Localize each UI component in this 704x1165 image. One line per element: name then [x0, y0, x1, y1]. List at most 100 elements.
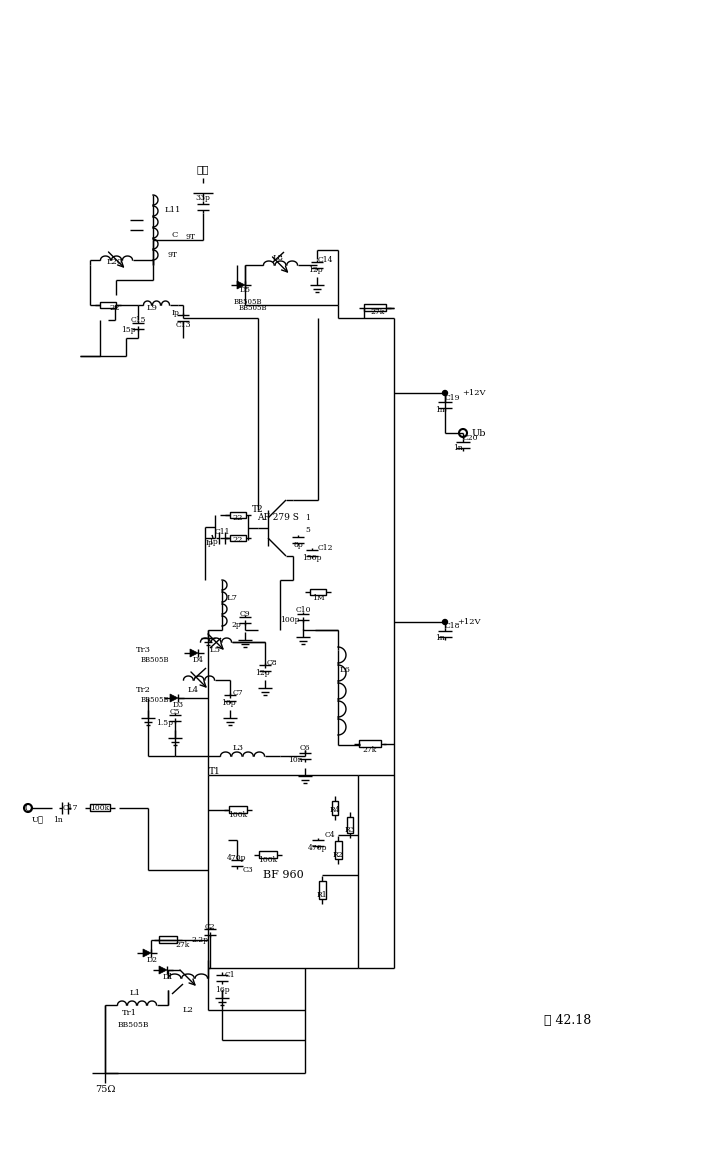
Text: C13: C13: [175, 322, 191, 329]
Text: C15: C15: [130, 316, 146, 324]
Text: D3: D3: [172, 701, 184, 709]
Text: C20: C20: [463, 435, 478, 442]
Bar: [90, 804, 110, 811]
Text: 5: 5: [306, 527, 310, 534]
Polygon shape: [237, 281, 245, 289]
Text: 中频: 中频: [196, 165, 209, 175]
Polygon shape: [170, 694, 178, 702]
Text: 33p: 33p: [196, 195, 210, 202]
Text: 1.5p: 1.5p: [156, 719, 173, 727]
Text: 2p: 2p: [231, 621, 241, 629]
Text: 12p: 12p: [255, 669, 270, 677]
Text: C3: C3: [243, 866, 253, 874]
Text: Ip: Ip: [172, 309, 180, 317]
Text: D1: D1: [163, 973, 173, 981]
Text: D2: D2: [146, 956, 158, 963]
Polygon shape: [143, 949, 151, 956]
Text: 16p: 16p: [215, 986, 230, 994]
Text: 9T: 9T: [185, 233, 195, 241]
Text: 470p: 470p: [227, 854, 246, 862]
Text: C18: C18: [444, 622, 460, 630]
Text: 27k: 27k: [175, 941, 189, 949]
Bar: [230, 535, 246, 541]
Circle shape: [443, 390, 448, 395]
Text: BB505B: BB505B: [239, 304, 268, 312]
Text: 100k: 100k: [258, 856, 277, 864]
Text: C7: C7: [233, 689, 244, 697]
Text: C12: C12: [318, 544, 333, 552]
Bar: [335, 841, 342, 859]
Text: C5: C5: [170, 708, 180, 716]
Text: 12p: 12p: [308, 266, 322, 274]
Text: Q: Q: [25, 804, 32, 812]
Text: R4: R4: [329, 806, 340, 814]
Text: 1n: 1n: [53, 816, 63, 824]
Text: L4: L4: [187, 686, 199, 694]
Text: L7: L7: [227, 594, 237, 602]
Text: C1: C1: [225, 970, 235, 979]
Text: 1p: 1p: [208, 538, 218, 546]
Text: D4: D4: [192, 656, 203, 664]
Text: T2: T2: [252, 506, 264, 515]
Text: L8: L8: [272, 254, 284, 262]
Text: L1: L1: [130, 989, 141, 997]
Text: C19: C19: [444, 394, 460, 402]
Text: 22: 22: [110, 304, 120, 312]
Text: +12V: +12V: [462, 389, 486, 397]
Circle shape: [443, 620, 448, 624]
Text: 27k: 27k: [363, 746, 377, 754]
Text: 1n: 1n: [435, 634, 445, 642]
Bar: [359, 740, 381, 747]
Text: Tr2: Tr2: [136, 686, 151, 694]
Text: BB505B: BB505B: [141, 656, 169, 664]
Text: 100p: 100p: [280, 616, 300, 624]
Bar: [100, 302, 116, 308]
Text: 16p: 16p: [220, 699, 235, 707]
Text: U调: U调: [32, 816, 44, 824]
Text: C: C: [172, 231, 178, 239]
Text: C2: C2: [205, 923, 215, 931]
Text: 150p: 150p: [302, 555, 322, 562]
Bar: [347, 817, 353, 833]
Text: L6: L6: [339, 666, 351, 675]
Text: 100k: 100k: [90, 804, 110, 812]
Text: C11: C11: [214, 528, 230, 536]
Text: C17: C17: [62, 804, 77, 812]
Text: 1n: 1n: [453, 444, 463, 452]
Text: Ip: Ip: [206, 539, 214, 548]
Text: C14: C14: [318, 256, 333, 264]
Text: C6: C6: [300, 744, 310, 751]
Text: 22: 22: [233, 536, 244, 544]
Bar: [159, 935, 177, 942]
Text: BB505B: BB505B: [234, 298, 263, 306]
Bar: [229, 806, 247, 813]
Text: 1n: 1n: [435, 405, 445, 414]
Text: Tr3: Tr3: [135, 647, 151, 654]
Bar: [332, 802, 338, 816]
Text: D5: D5: [239, 285, 251, 294]
Text: 1: 1: [306, 514, 310, 522]
Text: C9: C9: [239, 610, 251, 617]
Text: L2: L2: [182, 1007, 194, 1014]
Polygon shape: [190, 649, 198, 657]
Text: AF 279 S: AF 279 S: [257, 514, 299, 522]
Text: C4: C4: [325, 831, 335, 839]
Text: 8p: 8p: [293, 541, 303, 549]
Text: R2: R2: [333, 850, 344, 859]
Text: Ub: Ub: [472, 429, 486, 438]
Text: R3: R3: [345, 826, 356, 834]
Text: 22: 22: [233, 514, 244, 522]
Bar: [319, 881, 326, 899]
Text: Tr1: Tr1: [122, 1009, 137, 1017]
Text: 15p: 15p: [120, 326, 135, 334]
Text: L3: L3: [232, 744, 244, 751]
Text: BF 960: BF 960: [263, 870, 303, 880]
Text: 图 42.18: 图 42.18: [544, 1014, 591, 1026]
Text: L20: L20: [107, 257, 123, 266]
Text: 75Ω: 75Ω: [95, 1086, 115, 1094]
Text: L9: L9: [146, 304, 158, 312]
Bar: [230, 511, 246, 518]
Text: 1M: 1M: [312, 594, 325, 602]
Bar: [310, 589, 326, 595]
Text: C8: C8: [267, 659, 277, 668]
